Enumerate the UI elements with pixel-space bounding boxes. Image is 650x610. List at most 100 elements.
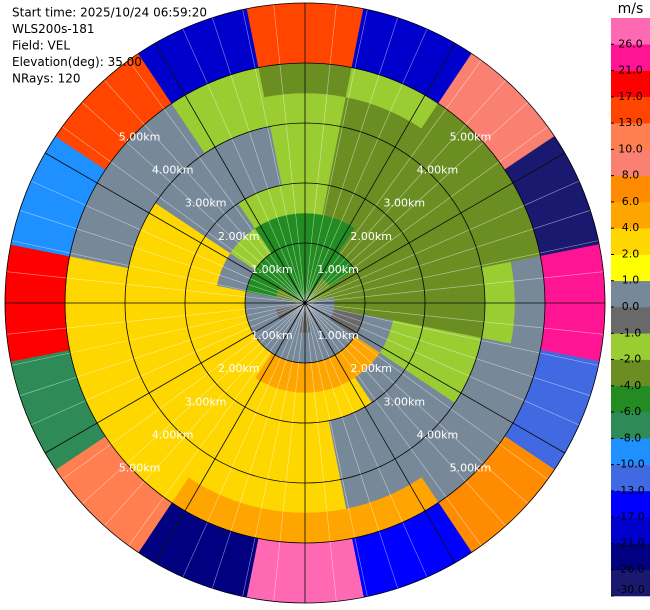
colorbar-tick-label: -30.0 (616, 583, 644, 596)
range-ring-label: 1.00km (317, 329, 359, 342)
ray-gap (304, 302, 368, 597)
colorbar-tick-label: -10.0 (616, 458, 644, 471)
ray-gap (304, 17, 398, 304)
colorbar-tick-label: -8.0 (620, 431, 641, 444)
axis-spoke (44, 152, 306, 304)
colorbar-tick-label: -21.0 (616, 536, 644, 549)
axis-spoke (154, 42, 306, 304)
ray-gap (304, 28, 428, 304)
colorbar-bin (611, 385, 650, 413)
colorbar-tick-label: 26.0 (618, 37, 643, 50)
range-ring-label: 4.00km (417, 428, 459, 441)
colorbar-tick-label: 10.0 (618, 142, 643, 155)
range-ring (244, 242, 366, 364)
ray-gap (304, 271, 604, 304)
colorbar-tick-label: -17.0 (616, 510, 644, 523)
range-ring-label: 5.00km (119, 461, 161, 474)
range-ring (4, 2, 606, 604)
axis-spoke (44, 302, 306, 454)
ray-gap (304, 180, 580, 304)
range-ring (64, 62, 546, 544)
colorbar-tick-label: 1.0 (622, 274, 640, 287)
ray-gap (62, 126, 306, 304)
ray-gap (19, 210, 306, 304)
ray-gap (11, 240, 306, 304)
range-ring-label: 2.00km (218, 230, 260, 243)
ray-gap (304, 302, 548, 480)
range-ring-label: 1.00km (317, 263, 359, 276)
range-ring-label: 2.00km (350, 230, 392, 243)
colorbar-bin (611, 569, 650, 597)
colorbar-bin (611, 123, 650, 150)
range-ring-label: 1.00km (251, 263, 293, 276)
colorbar-tick-label: 6.0 (622, 195, 640, 208)
colorbar-bin (611, 464, 650, 492)
colorbar-bin (611, 280, 650, 308)
colorbar-bin (611, 201, 650, 229)
range-ring-label: 5.00km (450, 461, 492, 474)
ray-gap (128, 302, 306, 546)
colorbar-bin (611, 149, 650, 176)
ray-gap (304, 302, 337, 602)
ray-gap (304, 126, 548, 304)
colorbar-bin (611, 44, 650, 71)
colorbar-bin (611, 412, 650, 439)
range-ring-label: 3.00km (185, 395, 227, 408)
colorbar-tick-label: -4.0 (620, 379, 641, 392)
colorbar-bin (611, 70, 650, 98)
range-ring-label: 5.00km (119, 131, 161, 144)
ray-gap (6, 302, 306, 335)
axis-spoke (304, 42, 456, 304)
colorbar-bin (611, 307, 650, 334)
range-ring-label: 4.00km (417, 164, 459, 177)
range-ring-label: 1.00km (251, 329, 293, 342)
range-ring-label: 2.00km (350, 362, 392, 375)
colorbar-bin (611, 254, 650, 282)
range-ring (124, 122, 486, 484)
ray-gap (304, 302, 580, 426)
colorbar-tick-label: 2.0 (622, 247, 640, 260)
ray-gap (104, 302, 306, 527)
colorbar-tick-label: 17.0 (618, 90, 643, 103)
range-ring-label: 4.00km (152, 428, 194, 441)
ray-gap (182, 302, 306, 578)
ray-gap (304, 9, 368, 304)
colorbar-tick-label: 4.0 (622, 221, 640, 234)
ray-gap (242, 302, 306, 597)
ray-gap (128, 60, 306, 304)
ray-gap (273, 4, 306, 304)
colorbar-tick-label: 13.0 (618, 116, 643, 129)
range-ring-label: 3.00km (185, 197, 227, 210)
ray-gap (304, 240, 599, 304)
colorbar-bin (611, 543, 650, 571)
info-line: Start time: 2025/10/24 06:59:20 (12, 6, 207, 20)
colorbar-tick-label: 0.0 (622, 300, 640, 313)
ppi-field (4, 2, 606, 604)
colorbar-tick-label: -26.0 (616, 563, 644, 576)
ray-gap (81, 302, 306, 504)
colorbar-tick-label: -1.0 (620, 326, 641, 339)
colorbar-tick-label: -6.0 (620, 405, 641, 418)
axis-spoke (154, 302, 306, 564)
info-line: NRays: 120 (12, 72, 81, 86)
ray-gap (304, 302, 529, 504)
colorbar-bin (611, 438, 650, 465)
ray-gap (30, 302, 306, 426)
ray-gap (304, 210, 591, 304)
ray-gap (62, 302, 306, 480)
axis-spoke (304, 152, 566, 304)
colorbar-tick-label: 21.0 (618, 64, 643, 77)
ray-gap (304, 102, 529, 304)
colorbar-tick-label: -2.0 (620, 353, 641, 366)
ray-gap (19, 302, 306, 396)
colorbar-bin (611, 517, 650, 544)
ray-gap (304, 302, 604, 335)
range-ring-label: 3.00km (383, 395, 425, 408)
ray-gap (212, 17, 306, 304)
ray-gap (11, 302, 306, 366)
ray-gap (273, 302, 306, 602)
ray-gap (104, 79, 306, 304)
colorbar-bin (611, 333, 650, 360)
colorbar-bin (611, 175, 650, 203)
